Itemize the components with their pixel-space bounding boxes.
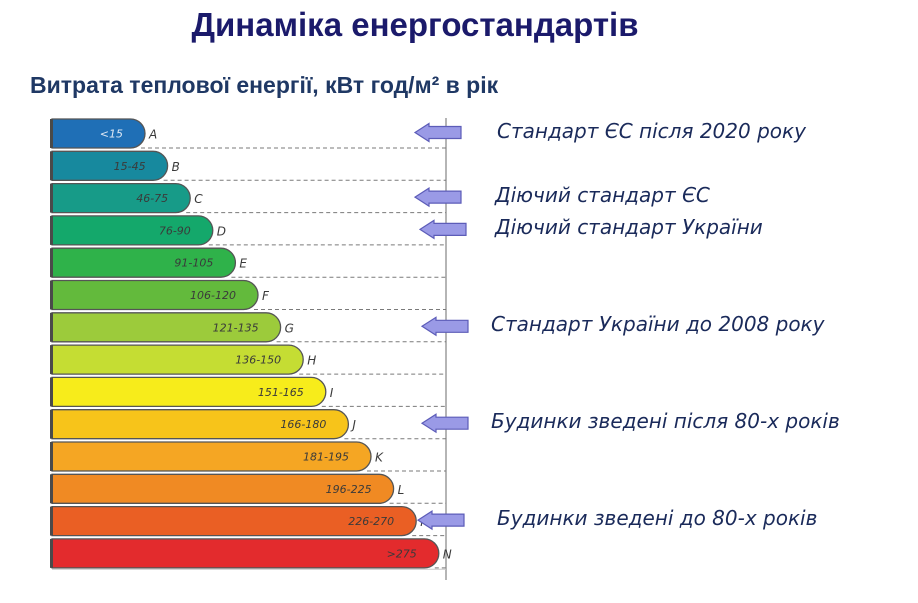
arrows-group bbox=[413, 122, 469, 531]
bar-edge-a bbox=[50, 119, 53, 148]
range-label-b: 15-45 bbox=[114, 160, 146, 173]
arrow-j bbox=[420, 413, 469, 434]
range-label-n: >275 bbox=[387, 547, 417, 560]
annotation-a: Стандарт ЄС після 2020 року bbox=[497, 118, 806, 143]
bar-g bbox=[51, 312, 282, 343]
bar-j bbox=[51, 409, 349, 440]
page-title: Динаміка енергостандартів bbox=[191, 6, 639, 43]
bar-edge-h bbox=[50, 345, 53, 375]
range-label-m: 226-270 bbox=[348, 515, 394, 528]
range-label-k: 181-195 bbox=[303, 451, 349, 464]
category-label-k: K bbox=[375, 451, 384, 465]
bar-i bbox=[51, 376, 327, 408]
range-label-g: 121-135 bbox=[213, 321, 259, 334]
range-label-f: 106-120 bbox=[190, 289, 236, 302]
arrow-d bbox=[418, 219, 467, 240]
category-label-n: N bbox=[443, 547, 452, 561]
bar-h bbox=[51, 344, 304, 375]
annotation-c: Діючий стандарт ЄС bbox=[495, 183, 710, 208]
category-label-l: L bbox=[398, 483, 405, 497]
bar-edge-j bbox=[50, 409, 53, 439]
bar-a bbox=[51, 118, 146, 149]
category-label-h: H bbox=[307, 354, 316, 368]
bar-edge-d bbox=[50, 215, 53, 245]
bar-edge-n bbox=[50, 538, 53, 568]
bar-edge-l bbox=[50, 474, 53, 504]
bar-f bbox=[51, 279, 259, 311]
chart-subtitle: Витрата теплової енергії, кВт год/м² в р… bbox=[30, 72, 499, 98]
range-label-c: 46-75 bbox=[136, 192, 168, 205]
bars-group: <15 A 15-45 B 46-75 C 76-90 D 91-105 E 106-120 F 121… bbox=[50, 118, 452, 580]
bar-edge-e bbox=[50, 248, 53, 278]
annotation-j: Будинки зведені після 80-х років bbox=[491, 409, 840, 434]
annotation-m: Будинки зведені до 80-х років bbox=[497, 506, 818, 531]
category-label-j: J bbox=[350, 418, 356, 432]
category-label-e: E bbox=[239, 257, 247, 271]
bar-edge-f bbox=[50, 280, 53, 310]
bar-l bbox=[51, 473, 395, 504]
range-label-e: 91-105 bbox=[174, 257, 213, 270]
annotation-g: Стандарт України до 2008 року bbox=[491, 312, 825, 337]
range-label-a: <15 bbox=[100, 128, 123, 141]
bar-e bbox=[51, 247, 236, 278]
category-label-g: G bbox=[285, 321, 294, 335]
annotation-d: Діючий стандарт України bbox=[495, 215, 763, 240]
range-label-j: 166-180 bbox=[280, 418, 326, 431]
category-label-d: D bbox=[217, 224, 226, 238]
bar-d bbox=[51, 215, 214, 246]
category-label-i: I bbox=[330, 386, 334, 400]
category-label-f: F bbox=[262, 289, 270, 303]
bar-k bbox=[51, 441, 372, 472]
bar-edge-i bbox=[50, 377, 53, 407]
bar-edge-m bbox=[50, 506, 53, 536]
range-label-h: 136-150 bbox=[235, 354, 281, 367]
arrow-g bbox=[420, 316, 469, 337]
bar-b bbox=[51, 150, 169, 181]
bar-edge-g bbox=[50, 312, 53, 342]
bar-n bbox=[51, 538, 440, 569]
category-label-c: C bbox=[194, 192, 203, 206]
bar-edge-k bbox=[50, 442, 53, 471]
range-label-i: 151-165 bbox=[258, 386, 304, 399]
category-label-b: B bbox=[172, 160, 180, 174]
arrow-m bbox=[416, 510, 465, 531]
category-label-a: A bbox=[148, 128, 157, 142]
arrow-c bbox=[413, 187, 462, 208]
range-label-l: 196-225 bbox=[326, 483, 372, 496]
bar-m bbox=[51, 505, 417, 537]
bar-edge-c bbox=[50, 183, 53, 213]
arrow-a bbox=[413, 122, 462, 143]
range-label-d: 76-90 bbox=[159, 224, 191, 237]
bar-c bbox=[51, 182, 191, 214]
bar-edge-b bbox=[50, 151, 53, 181]
